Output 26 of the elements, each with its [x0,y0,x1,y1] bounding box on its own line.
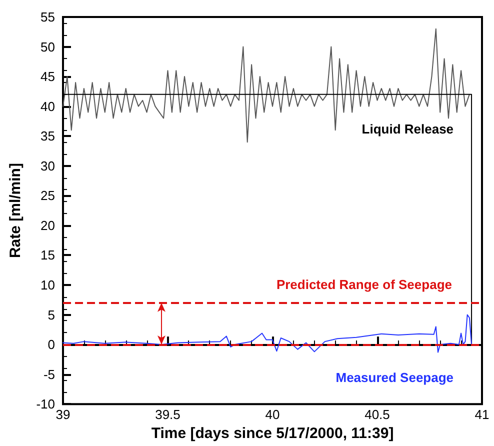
y-tick-label: 45 [40,69,55,84]
y-tick-label: -10 [36,396,55,412]
y-tick-label: 55 [40,10,55,24]
y-tick-label: 40 [40,98,55,114]
y-tick-label: 35 [40,128,55,144]
ref-line-label: Predicted Range of Seepage [276,276,452,292]
y-tick-label: 30 [40,158,55,174]
x-tick-label: 39.5 [155,407,180,422]
y-tick-label: 50 [40,39,55,54]
x-tick-label: 40.5 [364,407,390,422]
y-tick-label: 10 [40,277,55,292]
y-tick-label: 20 [40,218,55,233]
series-label: Measured Seepage [336,370,454,385]
line-series [62,28,470,143]
x-axis-title: Time [days since 5/17/2000, 11:39] [151,425,394,442]
y-axis-title: Rate [ml/min] [7,163,24,258]
y-tick-label: 0 [48,337,55,352]
y-tick-label: 5 [48,307,55,322]
y-tick-label: 15 [40,248,55,263]
y-tick-label: 25 [40,188,55,204]
x-tick-label: 40 [265,407,280,422]
x-tick-label: 39 [56,407,70,422]
y-tick-label: -5 [43,366,55,382]
x-tick-label: 41 [474,407,490,422]
line-series [62,314,472,353]
series-label: Liquid Release [362,121,454,136]
